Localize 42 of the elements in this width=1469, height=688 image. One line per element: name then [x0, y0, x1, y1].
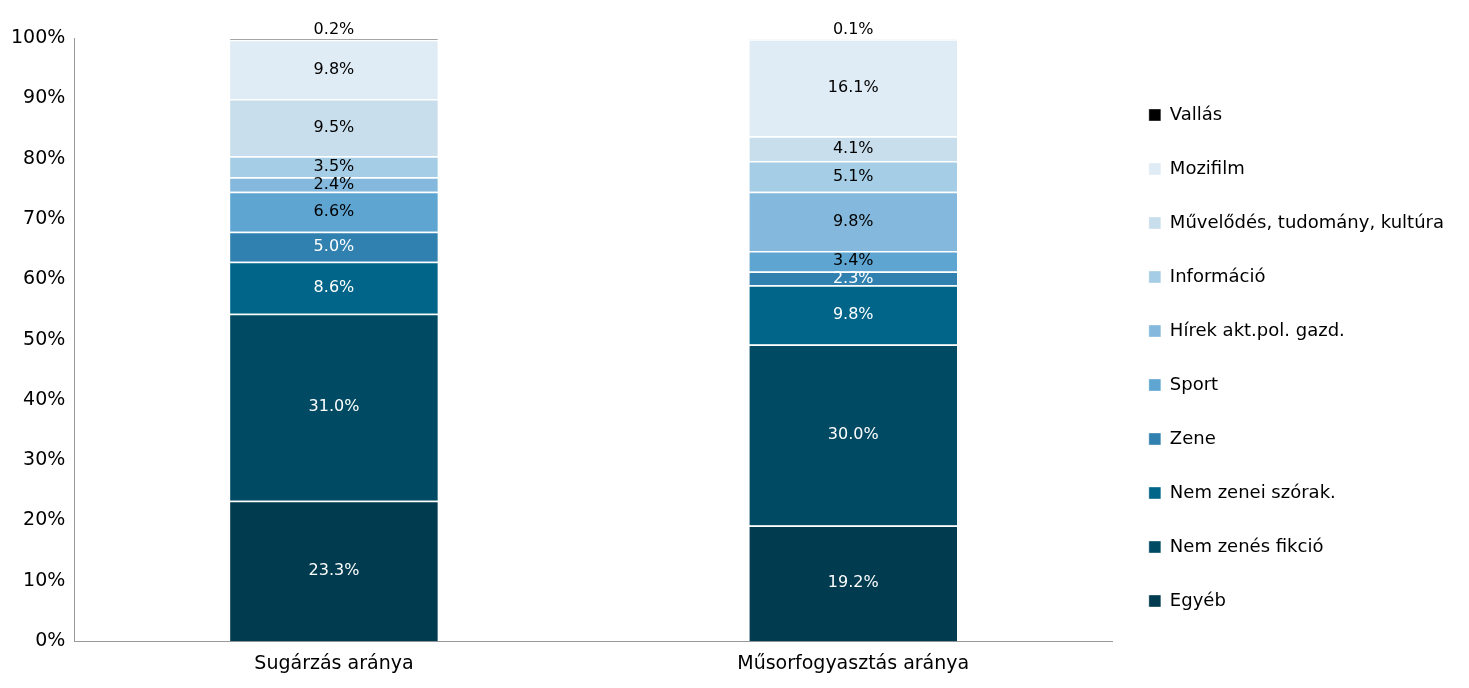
legend-label: Nem zenés fikció [1169, 534, 1324, 556]
legend-label: Vallás [1169, 102, 1223, 124]
x-tick-label: Sugárzás aránya [254, 650, 414, 673]
legend-label: Sport [1169, 372, 1219, 394]
data-label: 19.2% [827, 572, 879, 592]
y-tick-label: 100% [10, 24, 66, 47]
data-label: 5.1% [832, 165, 874, 185]
y-tick-label: 30% [23, 447, 66, 470]
y-tick-label: 20% [23, 507, 66, 530]
data-label: 4.1% [832, 137, 874, 157]
data-label: 9.5% [313, 116, 355, 136]
data-label: 9.8% [832, 304, 874, 324]
data-label: 9.8% [832, 210, 874, 230]
legend-label: Hírek akt.pol. gazd. [1169, 318, 1345, 340]
data-label: 2.4% [313, 173, 355, 193]
data-label: 9.8% [313, 58, 355, 78]
data-label: 8.6% [313, 276, 355, 296]
data-label: 0.1% [832, 18, 874, 38]
data-label: 23.3% [308, 560, 360, 580]
data-label: 3.5% [313, 155, 355, 175]
y-tick-label: 90% [23, 85, 66, 108]
data-label: 31.0% [308, 396, 360, 416]
legend-label: Információ [1169, 264, 1266, 286]
y-tick-label: 80% [23, 145, 66, 168]
legend-label: Nem zenei szórak. [1169, 480, 1336, 502]
legend-label: Művelődés, tudomány, kultúra [1169, 210, 1445, 232]
x-tick-label: Műsorfogyasztás aránya [737, 650, 970, 673]
data-label: 5.0% [313, 235, 355, 255]
data-label: 6.6% [313, 200, 355, 220]
data-label: 3.4% [832, 250, 874, 270]
data-label: 30.0% [827, 424, 879, 444]
y-tick-label: 0% [35, 628, 66, 651]
y-tick-label: 50% [23, 326, 66, 349]
y-tick-label: 70% [23, 205, 66, 228]
y-tick-label: 40% [23, 386, 66, 409]
data-label: 16.1% [827, 76, 879, 96]
y-tick-label: 10% [23, 567, 66, 590]
legend-label: Egyéb [1169, 588, 1226, 610]
y-tick-label: 60% [23, 266, 66, 289]
legend-label: Mozifilm [1169, 156, 1245, 178]
data-label: 0.2% [313, 18, 355, 38]
legend-label: Zene [1169, 426, 1216, 448]
